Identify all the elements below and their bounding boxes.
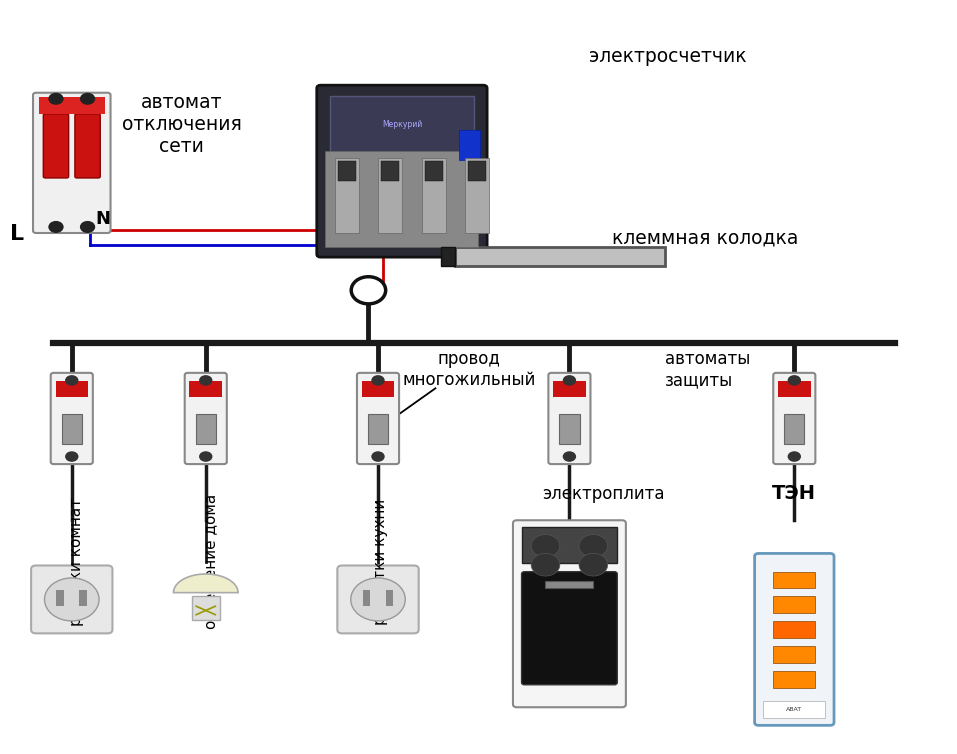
Circle shape	[48, 93, 63, 105]
Text: розетки комнат: розетки комнат	[69, 498, 84, 626]
Bar	[468, 161, 486, 181]
Bar	[386, 590, 393, 606]
Circle shape	[371, 451, 385, 461]
Circle shape	[199, 375, 212, 386]
Bar	[363, 590, 370, 606]
Text: Меркурий: Меркурий	[382, 121, 422, 129]
Bar	[773, 671, 815, 688]
Bar	[778, 382, 811, 397]
Bar	[192, 596, 219, 621]
FancyBboxPatch shape	[548, 373, 590, 464]
Bar	[773, 621, 815, 638]
FancyBboxPatch shape	[337, 566, 419, 633]
Bar	[441, 247, 455, 266]
Bar	[773, 596, 815, 613]
FancyBboxPatch shape	[513, 520, 626, 707]
Bar	[559, 414, 580, 445]
Text: ТЭН: ТЭН	[772, 484, 816, 504]
Bar	[189, 382, 222, 397]
Circle shape	[351, 277, 386, 304]
Bar	[522, 527, 617, 563]
Bar	[381, 161, 399, 181]
Text: электросчетчик: электросчетчик	[589, 47, 746, 66]
Circle shape	[563, 451, 576, 461]
Bar	[79, 590, 87, 606]
FancyBboxPatch shape	[522, 572, 617, 685]
Bar	[553, 382, 586, 397]
Bar	[422, 158, 446, 232]
FancyBboxPatch shape	[754, 553, 834, 725]
Circle shape	[44, 578, 100, 621]
FancyBboxPatch shape	[75, 114, 100, 178]
Text: провод
многожильный: провод многожильный	[402, 350, 536, 389]
Bar	[459, 130, 480, 160]
FancyBboxPatch shape	[43, 114, 69, 178]
Bar	[784, 414, 805, 445]
FancyBboxPatch shape	[773, 373, 815, 464]
Circle shape	[79, 221, 96, 233]
Text: клеммная колодка: клеммная колодка	[612, 228, 799, 247]
Bar	[61, 414, 82, 445]
Circle shape	[65, 451, 78, 461]
Text: автоматы
защиты: автоматы защиты	[665, 350, 750, 389]
Circle shape	[579, 535, 608, 557]
Circle shape	[563, 375, 576, 386]
Circle shape	[48, 221, 63, 233]
Circle shape	[788, 375, 801, 386]
Bar	[465, 158, 489, 232]
Bar	[56, 382, 88, 397]
Circle shape	[531, 553, 560, 576]
FancyBboxPatch shape	[317, 85, 487, 257]
Bar	[335, 158, 359, 232]
Bar	[455, 247, 665, 266]
Bar	[56, 590, 64, 606]
Bar	[773, 572, 815, 588]
Bar	[773, 646, 815, 663]
FancyBboxPatch shape	[185, 373, 227, 464]
Bar	[367, 414, 389, 445]
FancyBboxPatch shape	[51, 373, 93, 464]
Text: ABAT: ABAT	[787, 707, 802, 712]
Bar	[330, 96, 474, 154]
Circle shape	[351, 578, 406, 621]
Text: N: N	[96, 210, 111, 228]
Bar	[378, 158, 402, 232]
Bar	[425, 161, 443, 181]
Circle shape	[531, 535, 560, 557]
Bar	[195, 414, 216, 445]
Polygon shape	[173, 574, 238, 593]
Bar	[362, 382, 394, 397]
Bar	[764, 701, 825, 718]
Bar	[338, 161, 356, 181]
Circle shape	[199, 451, 212, 461]
Bar	[38, 97, 104, 114]
Text: электроплита: электроплита	[542, 485, 664, 503]
Circle shape	[371, 375, 385, 386]
Text: роозетки кухни: роозетки кухни	[373, 498, 389, 625]
FancyBboxPatch shape	[31, 566, 113, 633]
FancyBboxPatch shape	[33, 93, 110, 233]
Circle shape	[579, 553, 608, 576]
Circle shape	[65, 375, 78, 386]
Text: автомат
отключения
сети: автомат отключения сети	[122, 93, 242, 156]
Bar	[325, 152, 478, 247]
Circle shape	[788, 451, 801, 461]
FancyBboxPatch shape	[357, 373, 399, 464]
Text: L: L	[11, 224, 24, 244]
Circle shape	[79, 93, 96, 105]
Bar	[545, 581, 593, 587]
Text: освещение дома: освещение дома	[203, 494, 218, 630]
